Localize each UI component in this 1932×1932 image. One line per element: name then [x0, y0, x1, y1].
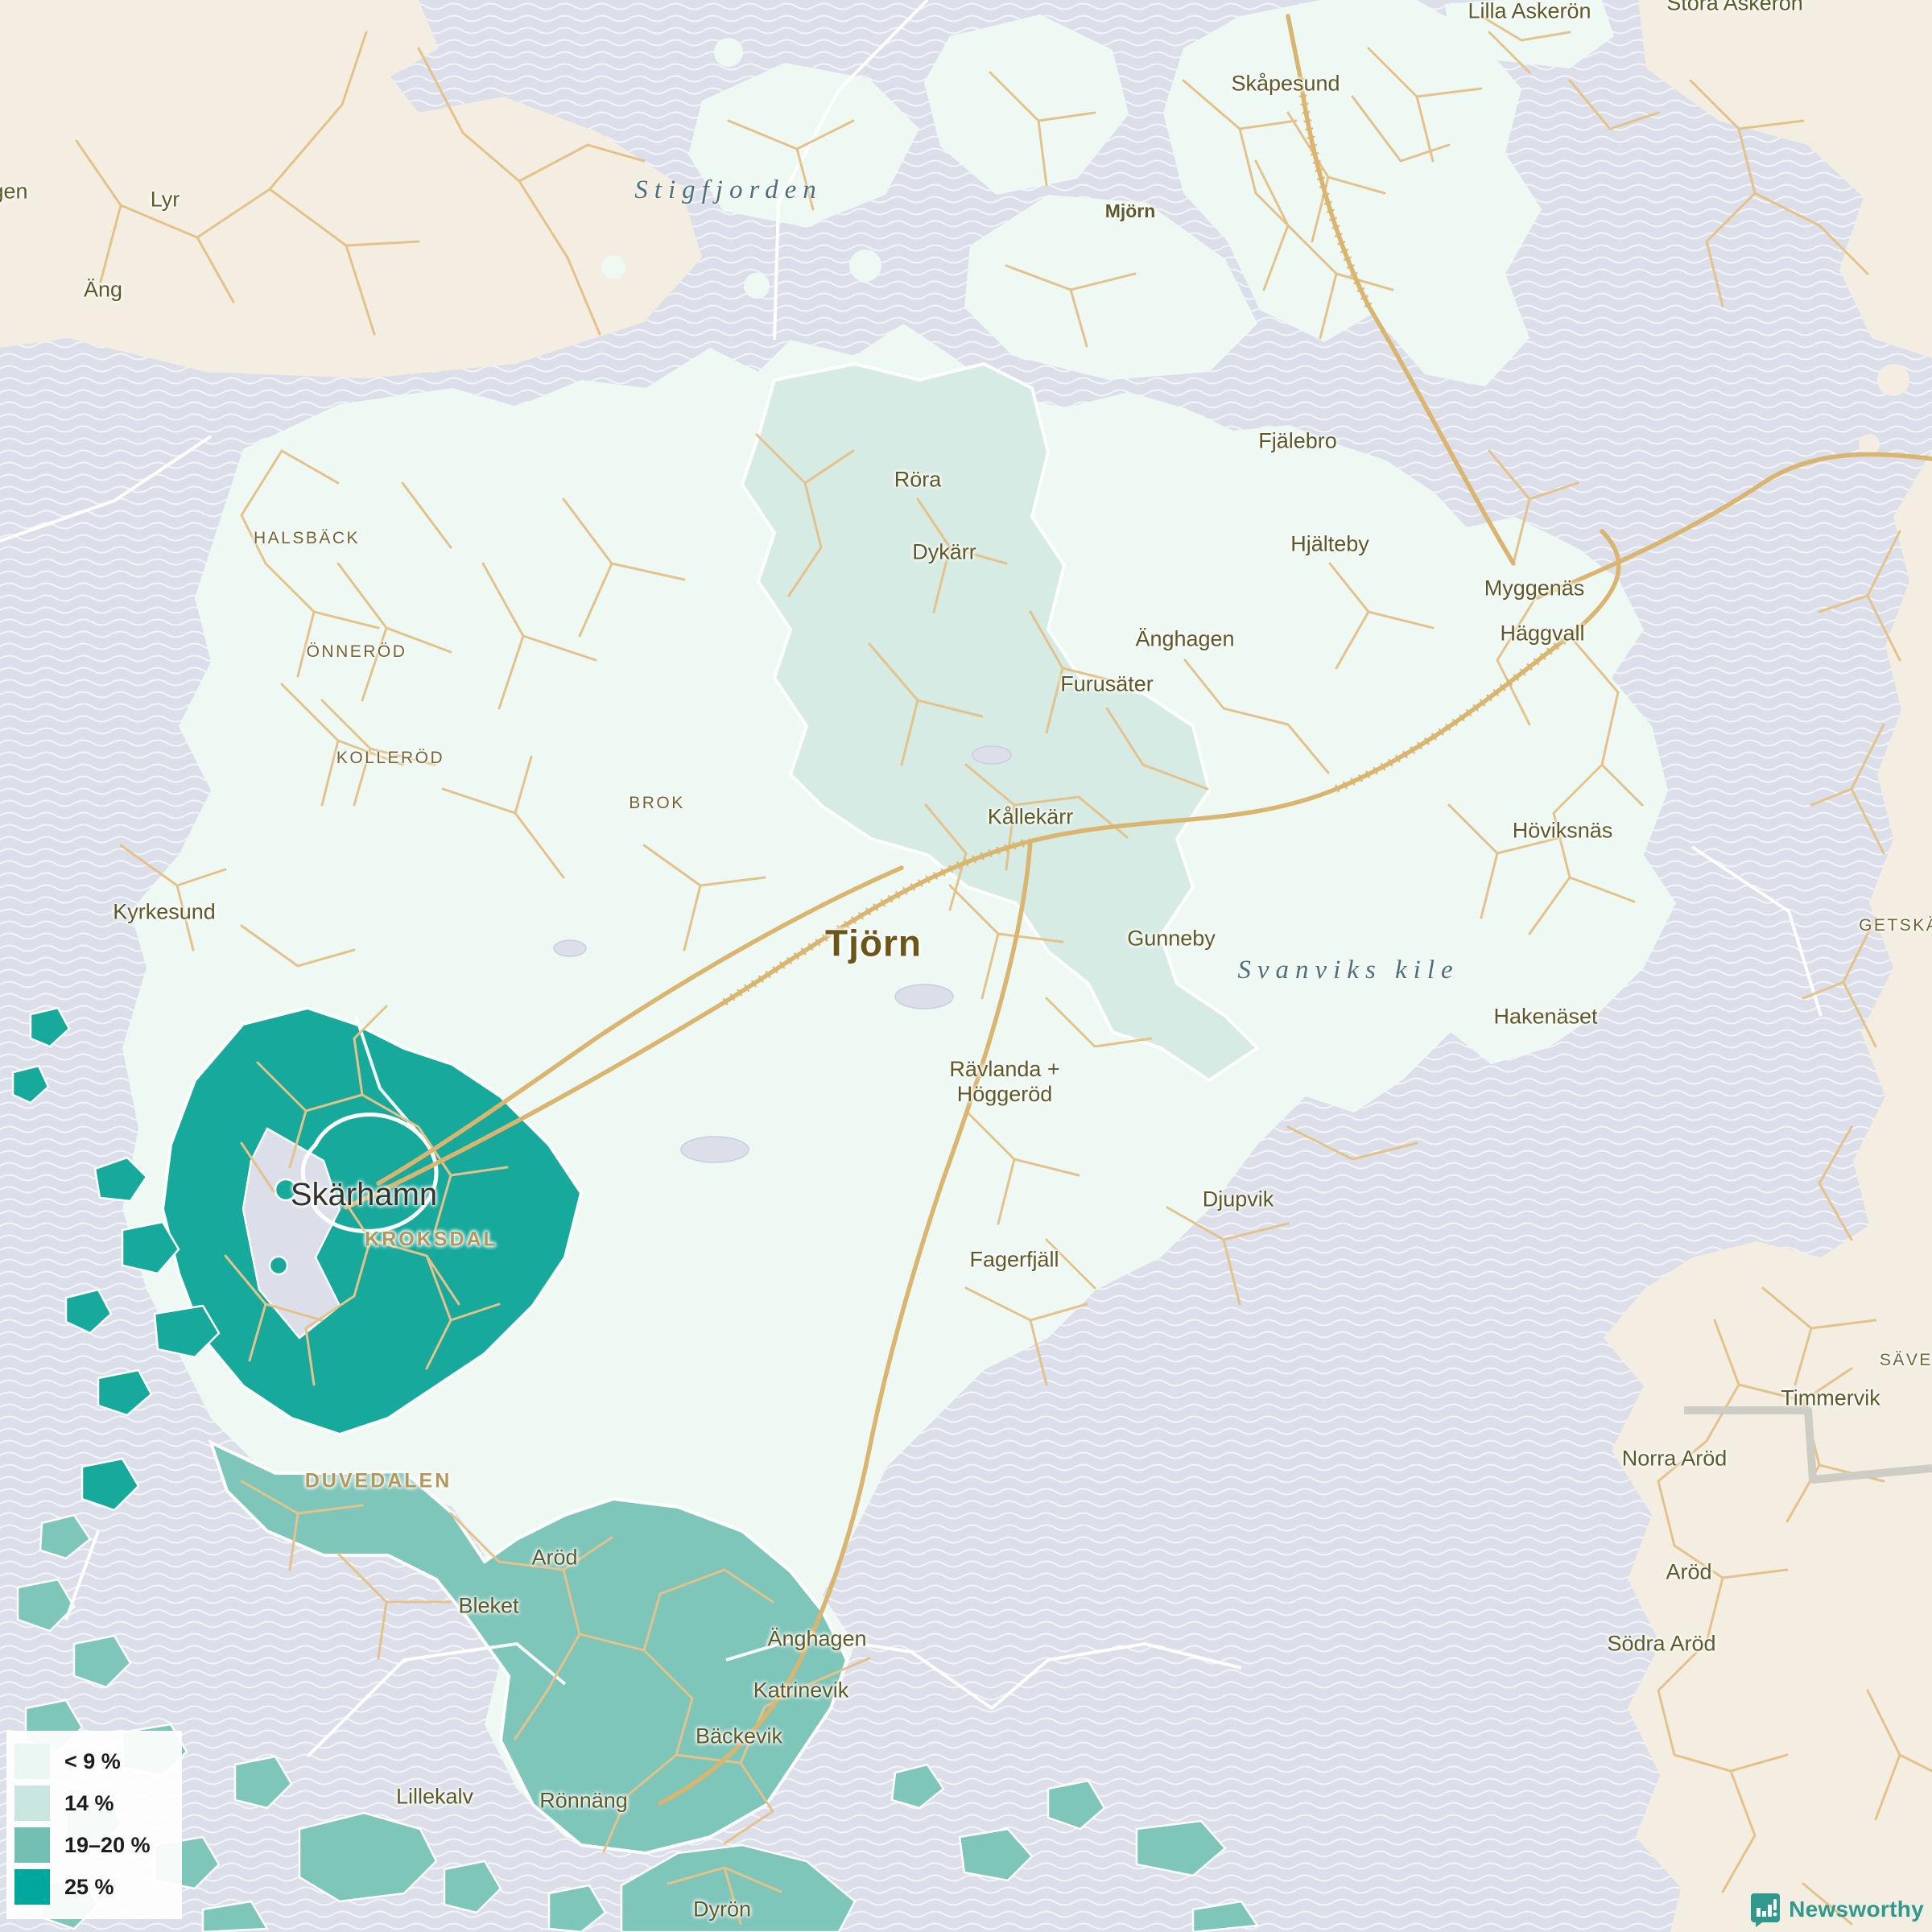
- roads-central: [240, 433, 1153, 1048]
- newsworthy-logo-icon: [1751, 1893, 1781, 1927]
- legend-swatch: [14, 1785, 50, 1821]
- attribution: Newsworthy: [1749, 1892, 1924, 1927]
- roads-skapesund: [1254, 111, 1394, 340]
- legend-label: 19–20 %: [64, 1832, 151, 1857]
- legend-row: < 9 %: [14, 1744, 172, 1779]
- roads-top-right: [1367, 31, 1869, 308]
- roads-north-archipelago: [727, 14, 1571, 348]
- legend-label: 14 %: [64, 1790, 114, 1815]
- legend-swatch: [14, 1744, 50, 1779]
- region-14-percent: [740, 361, 1261, 1083]
- roads-skarhamn: [224, 1005, 509, 1386]
- roads-west-coast: [119, 844, 356, 968]
- road-network: [75, 14, 1932, 1926]
- legend-label: < 9 %: [64, 1748, 121, 1773]
- main-road-160: [344, 529, 1621, 1210]
- main-road-169: [376, 865, 904, 1186]
- gray-boundary-line: [1684, 1406, 1932, 1484]
- legend-row: 19–20 %: [14, 1827, 172, 1863]
- legend-row: 25 %: [14, 1869, 172, 1905]
- legend-swatch: [14, 1869, 50, 1905]
- legend-label: 25 %: [64, 1874, 114, 1899]
- main-road-skapesund: [1286, 14, 1516, 566]
- roads-southeast-island: [964, 1109, 1418, 1386]
- roads-mainland-east: [1657, 530, 1932, 1926]
- legend: < 9 % 14 % 19–20 % 25 %: [6, 1731, 182, 1919]
- main-road-south: [658, 839, 1033, 1806]
- legend-row: 14 %: [14, 1785, 172, 1821]
- main-road-bridge-east: [1535, 452, 1932, 600]
- legend-swatch: [14, 1827, 50, 1863]
- roads-south: [240, 1480, 871, 1926]
- attribution-text: Newsworthy: [1789, 1897, 1924, 1922]
- roads-kallekarr: [924, 763, 1129, 911]
- lakes: [553, 745, 1012, 1163]
- roads-lyr: [75, 31, 646, 336]
- region-25-percent: [11, 1005, 584, 1512]
- roads-northeast: [1105, 449, 1644, 935]
- boundary-lines: [0, 0, 1823, 1758]
